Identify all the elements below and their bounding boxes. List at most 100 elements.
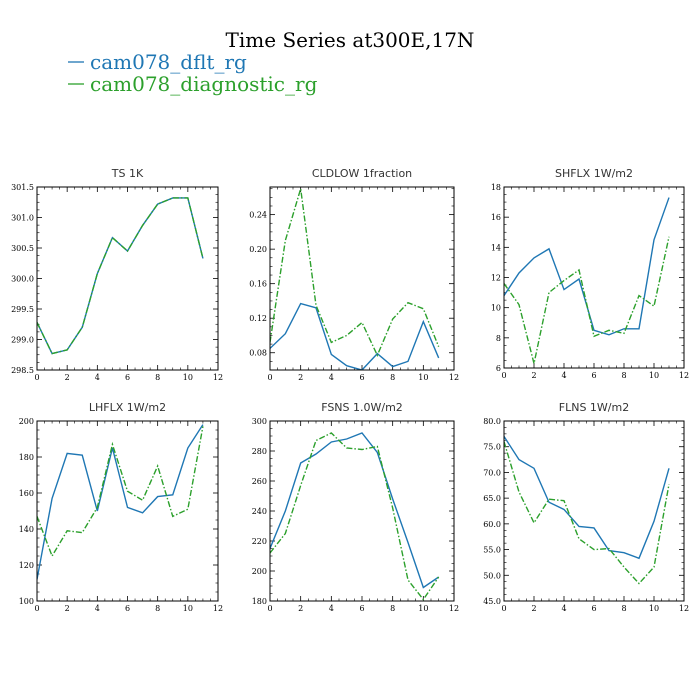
plot-frame (36, 186, 219, 371)
y-tick-label: 12 (491, 274, 501, 283)
y-tick-label: 200 (252, 567, 267, 576)
series-line-diagnostic (270, 188, 440, 358)
panel-6: FLNS 1W/m2 0 2 4 6 8 10 12 45.0 50.0 55.0 60.0 65.0 7… (483, 401, 689, 613)
x-tick-label: 10 (183, 604, 193, 613)
x-tick-label: 6 (359, 373, 364, 382)
x-tick-label: 12 (679, 604, 689, 613)
y-tick-label: 75.0 (483, 443, 501, 452)
x-tick-label: 8 (390, 604, 395, 613)
y-tick-label: 80.0 (483, 417, 501, 426)
y-tick-label: 180 (252, 597, 267, 606)
x-tick-label: 0 (267, 604, 272, 613)
panel-title: LHFLX 1W/m2 (89, 401, 166, 414)
x-tick-label: 10 (649, 604, 659, 613)
legend: cam078_dflt_rg cam078_diagnostic_rg (68, 50, 318, 96)
x-tick-label: 8 (621, 604, 626, 613)
y-tick-label: 299.0 (11, 336, 34, 345)
y-tick-label: 14 (491, 243, 501, 252)
series-line-diagnostic (270, 432, 440, 601)
y-tick-label: 16 (491, 213, 501, 222)
x-tick-label: 2 (298, 373, 303, 382)
x-tick-label: 10 (649, 371, 659, 380)
x-tick-label: 2 (531, 371, 536, 380)
y-tick-label: 301.0 (11, 214, 34, 223)
x-tick-label: 0 (267, 373, 272, 382)
x-tick-label: 6 (359, 604, 364, 613)
x-tick-label: 8 (621, 371, 626, 380)
x-tick-label: 10 (418, 373, 428, 382)
y-tick-label: 240 (252, 507, 267, 516)
y-tick-label: 200 (19, 417, 34, 426)
y-tick-label: 45.0 (483, 597, 501, 606)
x-tick-label: 8 (155, 604, 160, 613)
x-tick-label: 6 (591, 604, 596, 613)
panel-1: TS 1K 0 2 4 6 8 10 12 298.5 299.0 299.5 300.0 300.5 3… (11, 167, 223, 382)
series-line-dflt (270, 302, 440, 370)
panel-4: LHFLX 1W/m2 0 2 4 6 8 10 12 100 120 140 160 180 200 (19, 401, 223, 613)
x-tick-label: 6 (125, 373, 130, 382)
y-tick-label: 55.0 (483, 546, 501, 555)
figure-title: Time Series at300E,17N (226, 28, 475, 52)
y-tick-label: 10 (491, 304, 501, 313)
y-tick-label: 0.24 (249, 211, 267, 220)
y-tick-label: 50.0 (483, 571, 501, 580)
plot-frame (269, 186, 455, 371)
series-line-diagnostic (504, 236, 670, 364)
y-tick-label: 300.0 (11, 275, 34, 284)
x-tick-label: 0 (501, 604, 506, 613)
y-tick-label: 300 (252, 417, 267, 426)
y-tick-label: 0.12 (249, 314, 267, 323)
y-tick-label: 260 (252, 477, 267, 486)
x-tick-label: 2 (65, 604, 70, 613)
x-tick-label: 6 (125, 604, 130, 613)
series-line-diagnostic (37, 426, 204, 558)
x-tick-label: 4 (329, 373, 334, 382)
y-tick-label: 180 (19, 453, 34, 462)
y-tick-label: 100 (19, 597, 34, 606)
x-tick-label: 4 (95, 373, 100, 382)
x-tick-label: 6 (591, 371, 596, 380)
y-tick-label: 65.0 (483, 494, 501, 503)
series-line-diagnostic (37, 197, 204, 355)
x-tick-label: 4 (561, 371, 566, 380)
panel-title: SHFLX 1W/m2 (555, 167, 633, 180)
plot-frame (269, 420, 455, 602)
x-tick-label: 4 (561, 604, 566, 613)
x-tick-label: 12 (449, 604, 459, 613)
legend-label-diagnostic: cam078_diagnostic_rg (90, 72, 318, 96)
y-tick-label: 299.5 (11, 305, 34, 314)
y-tick-label: 60.0 (483, 520, 501, 529)
series-line-dflt (270, 432, 440, 589)
x-tick-label: 4 (95, 604, 100, 613)
y-tick-label: 0.16 (249, 280, 267, 289)
series-line-diagnostic (504, 441, 670, 585)
y-tick-label: 140 (19, 525, 34, 534)
x-tick-label: 0 (501, 371, 506, 380)
y-tick-label: 298.5 (11, 366, 34, 375)
y-tick-label: 280 (252, 447, 267, 456)
y-tick-label: 300.5 (11, 244, 34, 253)
panel-title: CLDLOW 1fraction (312, 167, 412, 180)
x-tick-label: 12 (679, 371, 689, 380)
panel-grid: TS 1K 0 2 4 6 8 10 12 298.5 299.0 299.5 300.0 300.5 3… (11, 167, 689, 613)
x-tick-label: 12 (213, 373, 223, 382)
y-tick-label: 0.20 (249, 245, 267, 254)
y-tick-label: 160 (19, 489, 34, 498)
panel-3: SHFLX 1W/m2 0 2 4 6 8 10 12 6 8 10 12 14 16 18 (491, 167, 689, 380)
panel-2: CLDLOW 1fraction 0 2 4 6 8 10 12 0.08 0.12 0.16 0.2… (249, 167, 459, 382)
panel-5: FSNS 1.0W/m2 0 2 4 6 8 10 12 180 200 220 240 260 280 3… (252, 401, 459, 613)
panel-title: FLNS 1W/m2 (559, 401, 629, 414)
x-tick-label: 0 (34, 604, 39, 613)
y-tick-label: 0.08 (249, 349, 267, 358)
x-tick-label: 2 (298, 604, 303, 613)
panel-title: TS 1K (111, 167, 144, 180)
plot-frame (503, 420, 685, 602)
x-tick-label: 2 (65, 373, 70, 382)
y-tick-label: 220 (252, 537, 267, 546)
x-tick-label: 12 (449, 373, 459, 382)
y-tick-label: 6 (496, 364, 501, 373)
x-tick-label: 12 (213, 604, 223, 613)
x-tick-label: 8 (390, 373, 395, 382)
plot-frame (503, 186, 685, 369)
